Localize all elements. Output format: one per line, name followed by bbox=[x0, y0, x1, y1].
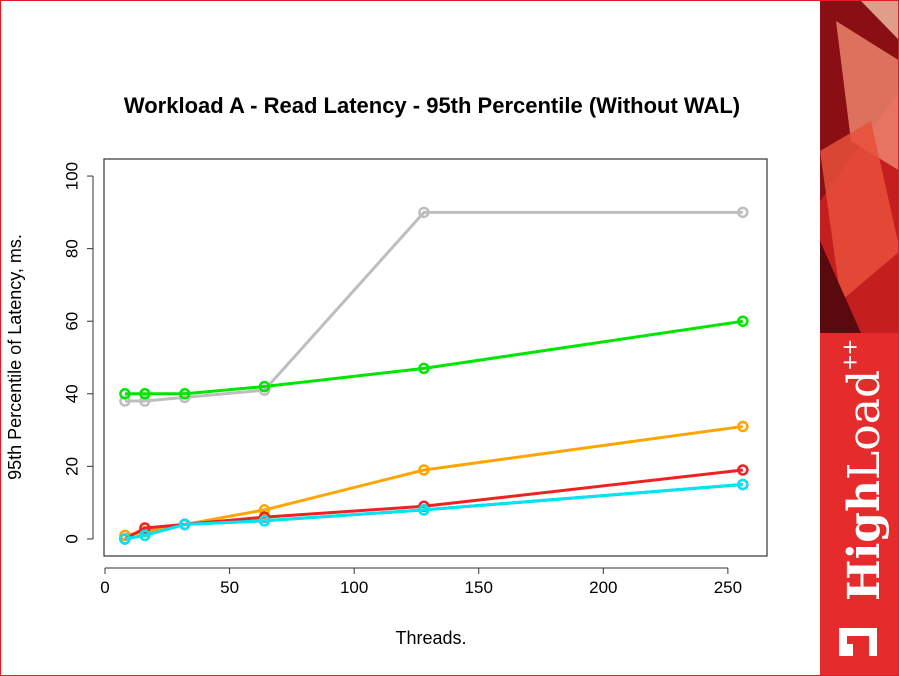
x-tick-label: 0 bbox=[100, 578, 109, 597]
data-point bbox=[119, 395, 131, 407]
x-tick-label: 250 bbox=[714, 578, 742, 597]
data-point bbox=[737, 315, 749, 327]
brand-sup: ++ bbox=[835, 339, 865, 369]
data-point bbox=[119, 533, 131, 545]
data-point bbox=[737, 464, 749, 476]
series-line bbox=[124, 483, 743, 541]
series-line bbox=[124, 319, 744, 396]
data-point bbox=[139, 529, 151, 542]
y-tick-label: 80 bbox=[62, 239, 81, 258]
x-tick-label: 200 bbox=[589, 578, 617, 597]
data-point bbox=[737, 420, 749, 433]
data-point bbox=[418, 504, 430, 516]
brand: HighLoad++ bbox=[835, 339, 890, 601]
x-tick-label: 100 bbox=[340, 578, 368, 597]
brand-logo bbox=[839, 628, 877, 656]
y-tick-label: 0 bbox=[62, 534, 81, 543]
chart-title: Workload A - Read Latency - 95th Percent… bbox=[124, 93, 740, 118]
series-line bbox=[124, 210, 743, 403]
series-line bbox=[124, 468, 744, 541]
y-tick-label: 100 bbox=[62, 162, 81, 190]
data-point bbox=[418, 206, 430, 219]
data-point bbox=[178, 388, 191, 400]
data-point bbox=[418, 362, 430, 375]
x-tick-label: 150 bbox=[465, 578, 493, 597]
data-point bbox=[258, 515, 271, 527]
y-tick-label: 40 bbox=[62, 384, 81, 403]
data-point bbox=[418, 464, 430, 476]
y-axis-label: 95th Percentile of Latency, ms. bbox=[5, 234, 25, 480]
data-point bbox=[139, 388, 151, 400]
data-point bbox=[139, 522, 151, 534]
x-tick-label: 50 bbox=[220, 578, 239, 597]
data-point bbox=[178, 518, 191, 531]
side-panel: HighLoad++ bbox=[820, 1, 898, 675]
x-axis-label: Threads. bbox=[395, 628, 466, 648]
data-point bbox=[737, 206, 749, 219]
data-point bbox=[119, 388, 131, 400]
data-point bbox=[258, 504, 271, 516]
brand-load: Load bbox=[839, 370, 890, 480]
data-point bbox=[737, 478, 749, 491]
data-point bbox=[139, 395, 151, 407]
y-tick-label: 60 bbox=[62, 312, 81, 331]
data-point bbox=[258, 380, 271, 393]
brand-high: High bbox=[839, 480, 890, 601]
plot-box bbox=[103, 158, 768, 557]
y-tick-label: 20 bbox=[62, 457, 81, 476]
